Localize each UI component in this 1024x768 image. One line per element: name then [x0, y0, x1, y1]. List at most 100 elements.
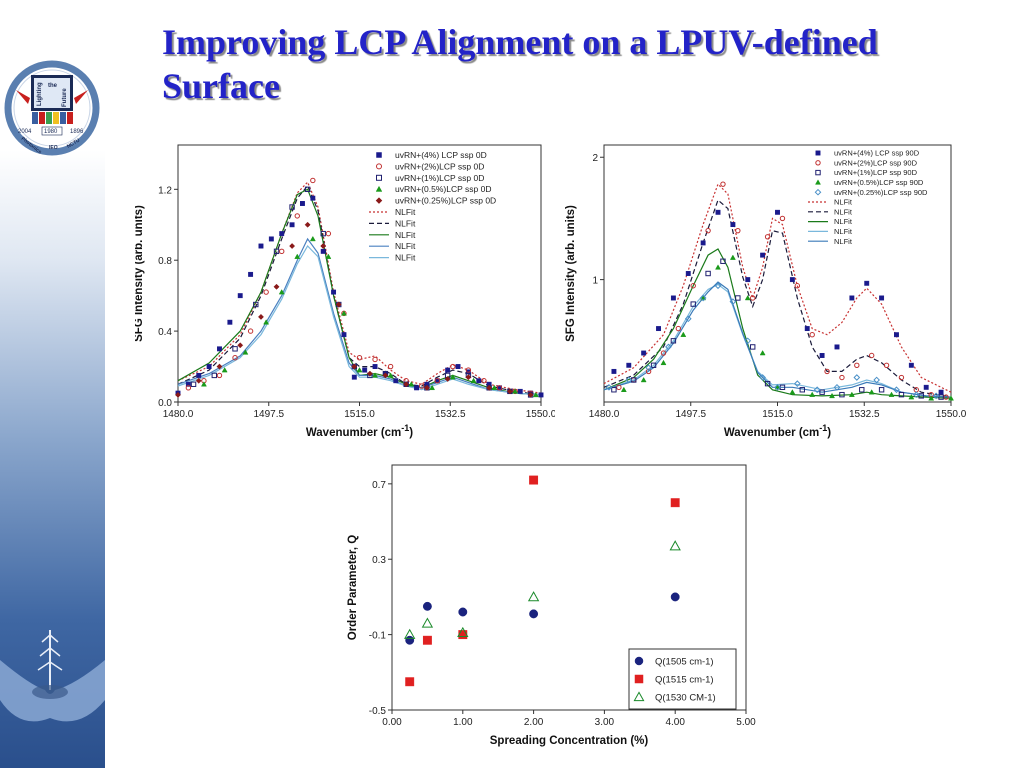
data-point	[351, 363, 358, 370]
x-tick-label: 1515.0	[344, 409, 375, 420]
legend-label: NLFit	[395, 241, 416, 251]
data-point	[325, 253, 332, 259]
data-point	[232, 346, 238, 352]
data-point	[670, 592, 680, 602]
data-point	[538, 392, 544, 398]
x-axis-label: Wavenumber (cm-1)	[306, 423, 413, 439]
data-point	[894, 332, 899, 338]
legend-swatch	[376, 163, 382, 170]
data-point	[405, 635, 415, 645]
order-parameter-chart: 0.00 1.00 2.00 3.00 4.00 5.00 -0.5 -0.1 0.3 0.7 Sp…	[340, 460, 770, 760]
data-point	[764, 234, 771, 240]
data-point	[362, 367, 368, 373]
data-point	[486, 384, 493, 391]
x-axis-label-close: )	[409, 427, 413, 439]
data-point	[382, 372, 389, 379]
data-point	[476, 378, 482, 384]
legend-swatch	[633, 691, 645, 702]
y-tick-label: 0.4	[158, 327, 172, 338]
data-point	[759, 374, 766, 381]
data-point	[720, 181, 726, 187]
data-point	[300, 201, 305, 206]
data-point	[294, 253, 301, 259]
legend-label: uvRN+(0.5%)LCP ssp 0D	[395, 184, 491, 194]
legend-label: uvRN+(2%)LCP ssp 90D	[834, 158, 918, 167]
y-tick-label: 0.8	[158, 256, 172, 267]
data-point	[775, 209, 780, 215]
plot-frame	[603, 144, 952, 403]
data-point	[611, 368, 617, 374]
legend-swatch	[634, 656, 644, 666]
data-point	[527, 391, 534, 398]
data-point	[216, 372, 223, 379]
data-point	[923, 384, 929, 390]
data-point	[616, 384, 622, 391]
data-point	[304, 186, 311, 193]
data-point	[705, 270, 711, 277]
sfg-spectrum-0d-chart: 1480.0 1497.5 1515.0 1532.5 1550.0 0.0 0.4 0.8 1…	[135, 135, 555, 445]
logo-year-box	[41, 126, 63, 136]
data-point	[506, 388, 513, 395]
data-point	[331, 289, 337, 295]
data-point	[356, 367, 363, 373]
x-axis-label-superscript: -1	[819, 423, 827, 433]
data-point	[529, 609, 539, 619]
hands-shape	[0, 660, 105, 722]
data-point	[429, 384, 436, 391]
data-point	[779, 215, 786, 222]
soil-mound	[32, 685, 68, 699]
data-point	[833, 383, 841, 391]
data-point	[938, 394, 944, 400]
data-point	[404, 628, 416, 639]
data-point	[422, 635, 432, 645]
data-point	[465, 367, 472, 373]
logo-ring-ieo: IEO	[49, 145, 58, 151]
data-point	[263, 319, 270, 325]
x-tick-label: 1532.5	[435, 409, 466, 420]
data-point	[403, 381, 410, 388]
data-point	[849, 295, 855, 301]
data-point	[813, 386, 821, 394]
data-point	[670, 295, 676, 301]
data-point	[458, 630, 468, 640]
data-point	[715, 264, 721, 270]
data-point	[237, 293, 243, 299]
data-point	[450, 363, 456, 370]
y-axis-label: SFG Intensity (arb. units)	[135, 205, 145, 342]
data-point	[670, 338, 677, 344]
fit-line	[177, 237, 542, 396]
data-point	[458, 607, 468, 617]
data-point	[325, 230, 332, 237]
data-point	[660, 359, 667, 366]
data-point	[620, 386, 627, 392]
data-point	[421, 617, 434, 628]
data-point	[372, 356, 378, 363]
logo-inner-ring	[13, 69, 91, 147]
x-tick-label: 3.00	[595, 717, 615, 728]
data-point	[793, 380, 801, 387]
data-point	[720, 258, 726, 264]
data-point	[532, 391, 539, 398]
data-point	[943, 394, 949, 400]
data-point	[340, 310, 347, 316]
x-tick-label: 2.00	[524, 717, 544, 728]
legend-swatch	[815, 179, 821, 185]
data-point	[794, 283, 801, 289]
data-point	[217, 346, 222, 352]
legend-label: Q(1530 CM-1)	[655, 692, 716, 703]
data-point	[273, 248, 280, 255]
legend-label: uvRN+(1%)LCP ssp 0D	[395, 173, 484, 183]
x-tick-label: 1550.0	[526, 409, 555, 420]
data-point	[685, 271, 691, 276]
data-point	[455, 364, 461, 370]
x-tick-label: 4.00	[665, 717, 685, 728]
logo-accent-left	[16, 90, 30, 104]
data-point	[611, 387, 617, 393]
data-point	[320, 248, 326, 254]
logo-year-2004: 2004	[18, 129, 32, 135]
data-point	[351, 374, 357, 380]
data-point	[928, 395, 935, 401]
seedling-leaves	[37, 634, 63, 671]
data-point	[294, 213, 300, 219]
data-point	[789, 389, 796, 395]
